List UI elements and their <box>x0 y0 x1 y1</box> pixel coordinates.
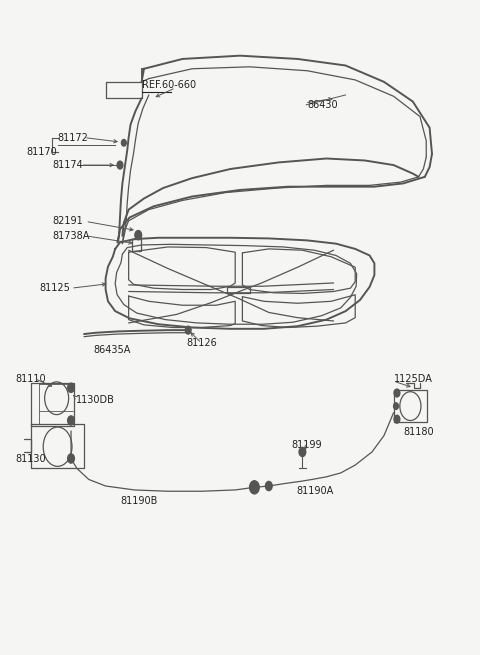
Text: 86435A: 86435A <box>94 345 131 355</box>
Text: 81110: 81110 <box>15 373 46 384</box>
Circle shape <box>265 481 272 491</box>
Circle shape <box>121 140 126 146</box>
Text: 81199: 81199 <box>292 440 323 451</box>
Circle shape <box>185 326 191 334</box>
Text: 81174: 81174 <box>53 160 84 170</box>
Text: REF.60-660: REF.60-660 <box>142 80 196 90</box>
Text: 81130: 81130 <box>15 453 46 464</box>
Text: 81190A: 81190A <box>297 486 334 496</box>
Circle shape <box>68 383 74 392</box>
Text: 1130DB: 1130DB <box>76 394 115 405</box>
Text: 81125: 81125 <box>39 283 70 293</box>
Text: 86430: 86430 <box>307 100 338 110</box>
Circle shape <box>394 389 400 397</box>
Bar <box>132 239 141 251</box>
Text: 81170: 81170 <box>26 147 57 157</box>
Circle shape <box>68 454 74 463</box>
Circle shape <box>299 447 306 457</box>
Text: 82191: 82191 <box>53 216 84 227</box>
Text: 1125DA: 1125DA <box>394 373 432 384</box>
Text: 81738A: 81738A <box>53 231 90 241</box>
Circle shape <box>250 481 259 494</box>
Circle shape <box>394 415 400 423</box>
Text: 81190B: 81190B <box>120 496 157 506</box>
Text: 81180: 81180 <box>403 427 434 438</box>
Circle shape <box>117 161 123 169</box>
Text: 81172: 81172 <box>58 132 88 143</box>
Circle shape <box>135 231 142 240</box>
Text: 81126: 81126 <box>186 338 217 348</box>
Circle shape <box>68 416 74 425</box>
Circle shape <box>394 403 398 409</box>
